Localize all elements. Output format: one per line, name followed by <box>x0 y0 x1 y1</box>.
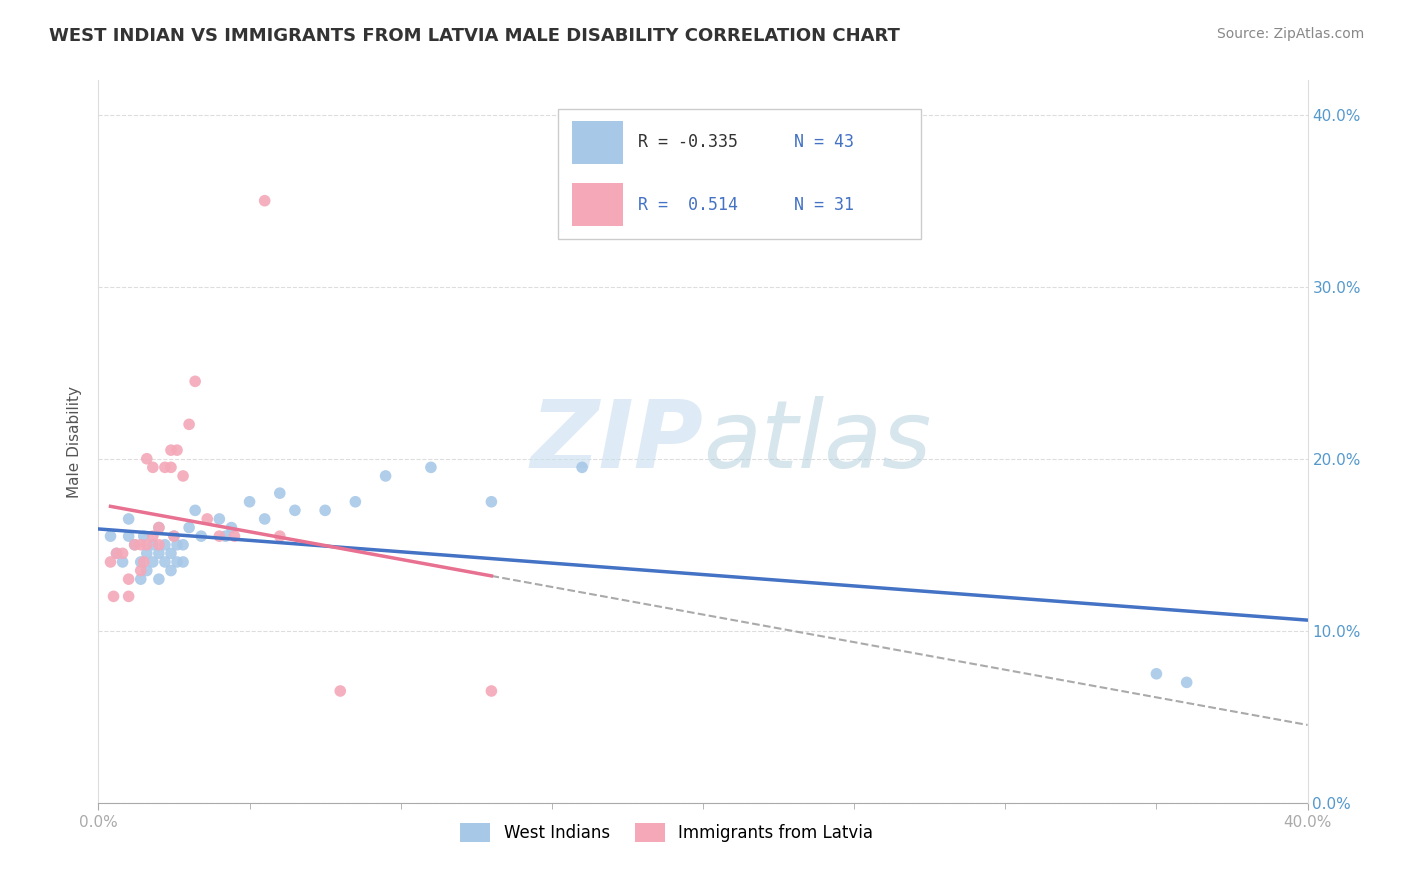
Legend: West Indians, Immigrants from Latvia: West Indians, Immigrants from Latvia <box>454 816 880 848</box>
Point <box>118 529 141 543</box>
Point <box>118 512 141 526</box>
Point <box>132 555 155 569</box>
Point <box>100 555 122 569</box>
Point <box>142 529 165 543</box>
Point <box>284 503 307 517</box>
Point <box>166 443 188 458</box>
Point <box>124 538 146 552</box>
Point <box>190 529 212 543</box>
Point <box>163 529 186 543</box>
Point <box>195 512 218 526</box>
Point <box>148 520 170 534</box>
Point <box>153 538 176 552</box>
Point <box>1144 666 1167 681</box>
Point <box>163 529 186 543</box>
Point <box>269 486 291 500</box>
Point <box>224 529 246 543</box>
Point <box>239 494 262 508</box>
Point <box>253 512 276 526</box>
Point <box>103 590 125 604</box>
Point <box>142 460 165 475</box>
Point <box>105 546 128 560</box>
Point <box>571 460 593 475</box>
Text: Source: ZipAtlas.com: Source: ZipAtlas.com <box>1216 27 1364 41</box>
Y-axis label: Male Disability: Male Disability <box>67 385 83 498</box>
Point <box>160 460 183 475</box>
Text: atlas: atlas <box>703 396 931 487</box>
Point <box>105 546 128 560</box>
Point <box>148 538 170 552</box>
Point <box>184 375 207 389</box>
Point <box>129 555 152 569</box>
Point <box>314 503 336 517</box>
Point <box>160 546 183 560</box>
Point <box>269 529 291 543</box>
Point <box>129 564 152 578</box>
Point <box>179 417 201 432</box>
Point <box>153 555 176 569</box>
Text: ZIP: ZIP <box>530 395 703 488</box>
Point <box>100 529 122 543</box>
Point <box>344 494 367 508</box>
Point <box>481 494 503 508</box>
Point <box>135 564 157 578</box>
Point <box>253 194 276 208</box>
Point <box>481 684 503 698</box>
Point <box>129 572 152 586</box>
Point <box>111 546 134 560</box>
Point <box>160 564 183 578</box>
Point <box>329 684 352 698</box>
Point <box>111 555 134 569</box>
Point <box>118 572 141 586</box>
Point <box>148 572 170 586</box>
Point <box>172 469 194 483</box>
Point <box>135 538 157 552</box>
Point <box>142 538 165 552</box>
Point <box>184 503 207 517</box>
Point <box>148 520 170 534</box>
Point <box>166 538 188 552</box>
Point <box>132 529 155 543</box>
Point <box>135 451 157 466</box>
Point <box>118 590 141 604</box>
Point <box>179 520 201 534</box>
Point <box>148 546 170 560</box>
Point <box>214 529 236 543</box>
Point <box>129 538 152 552</box>
Point <box>172 555 194 569</box>
Point <box>160 443 183 458</box>
Point <box>208 512 231 526</box>
Point <box>172 538 194 552</box>
Text: WEST INDIAN VS IMMIGRANTS FROM LATVIA MALE DISABILITY CORRELATION CHART: WEST INDIAN VS IMMIGRANTS FROM LATVIA MA… <box>49 27 900 45</box>
Point <box>166 555 188 569</box>
Point <box>374 469 396 483</box>
Point <box>208 529 231 543</box>
Point <box>124 538 146 552</box>
Point <box>153 460 176 475</box>
Point <box>142 555 165 569</box>
Point <box>1175 675 1198 690</box>
Point <box>221 520 243 534</box>
Point <box>135 546 157 560</box>
Point <box>420 460 443 475</box>
